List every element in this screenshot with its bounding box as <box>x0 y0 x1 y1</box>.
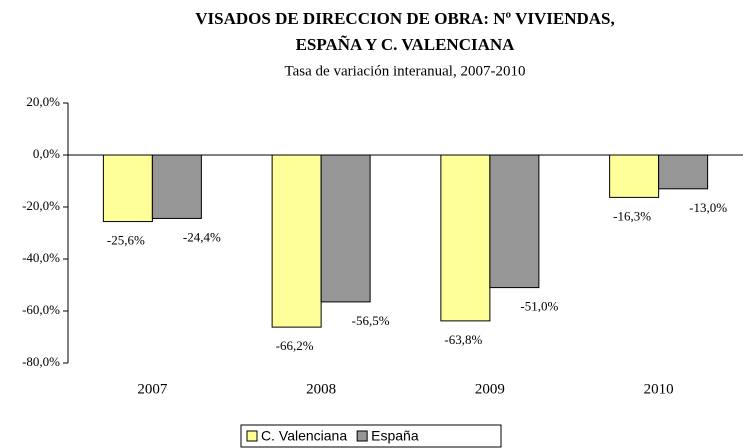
data-label: -13,0% <box>689 200 727 215</box>
chart-subtitle: Tasa de variación interanual, 2007-2010 <box>285 63 526 79</box>
y-tick-label: -20,0% <box>22 198 60 213</box>
legend-label: C. Valenciana <box>261 428 347 444</box>
bar <box>151 154 202 219</box>
y-tick-label: -60,0% <box>22 302 60 317</box>
bar <box>440 154 491 322</box>
bar <box>489 154 540 289</box>
x-tick-label: 2007 <box>137 381 168 397</box>
legend-swatch <box>246 430 258 442</box>
bar <box>271 154 322 328</box>
x-tick-label: 2010 <box>644 381 674 397</box>
chart-title: ESPAÑA Y C. VALENCIANA <box>296 35 516 54</box>
bar <box>609 154 660 198</box>
data-label: -16,3% <box>613 208 651 223</box>
bar <box>658 154 709 190</box>
data-label: -63,8% <box>444 332 482 347</box>
bar <box>102 154 153 223</box>
bar <box>320 154 371 303</box>
y-tick-label: 20,0% <box>26 94 60 109</box>
data-label: -24,4% <box>183 229 221 244</box>
legend-label: España <box>371 428 419 444</box>
legend-box <box>240 424 502 448</box>
data-label: -25,6% <box>107 233 145 248</box>
data-label: -51,0% <box>520 299 558 314</box>
data-label: -56,5% <box>352 313 390 328</box>
y-tick-label: -40,0% <box>22 250 60 265</box>
y-tick-label: 0,0% <box>33 146 60 161</box>
legend-swatch <box>356 430 368 442</box>
y-tick-label: -80,0% <box>22 354 60 369</box>
chart-title: VISADOS DE DIRECCION DE OBRA: Nº VIVIEND… <box>195 9 615 28</box>
x-tick-label: 2008 <box>306 381 336 397</box>
x-tick-label: 2009 <box>475 381 505 397</box>
data-label: -66,2% <box>276 338 314 353</box>
